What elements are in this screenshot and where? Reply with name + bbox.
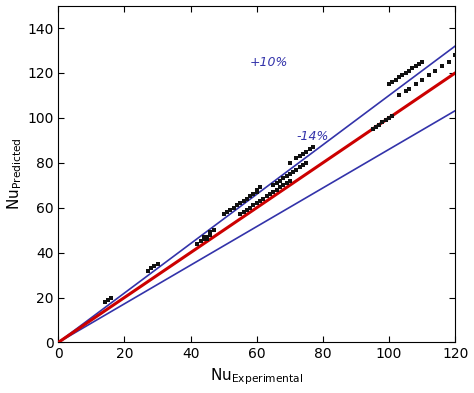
Point: [250, 191, 257, 197]
Point: [250, 202, 257, 209]
Point: [395, 92, 403, 99]
Point: [296, 164, 303, 171]
Point: [399, 72, 406, 78]
Point: [292, 166, 300, 173]
Point: [273, 180, 281, 186]
Point: [289, 169, 297, 175]
Point: [237, 211, 244, 218]
Point: [392, 77, 400, 83]
Point: [382, 117, 390, 123]
Point: [203, 234, 211, 240]
Point: [253, 187, 261, 193]
Point: [147, 265, 155, 272]
Point: [240, 209, 247, 215]
Point: [270, 189, 277, 195]
Point: [438, 63, 446, 69]
Point: [283, 173, 291, 179]
Point: [385, 115, 393, 121]
Text: -14%: -14%: [296, 130, 329, 143]
Point: [286, 178, 293, 184]
Point: [101, 299, 109, 305]
Point: [203, 236, 211, 242]
Point: [375, 121, 383, 128]
Point: [207, 231, 214, 238]
Point: [372, 124, 380, 130]
Point: [266, 191, 274, 197]
Point: [104, 297, 112, 303]
Point: [246, 204, 254, 211]
Point: [227, 207, 234, 213]
Point: [200, 234, 208, 240]
Point: [256, 184, 264, 191]
Point: [108, 294, 115, 301]
Point: [280, 182, 287, 188]
Point: [306, 146, 313, 152]
Point: [270, 182, 277, 188]
Text: +10%: +10%: [250, 56, 289, 69]
Point: [379, 119, 386, 125]
Point: [246, 193, 254, 200]
Point: [296, 153, 303, 159]
Point: [412, 81, 419, 87]
Point: [389, 79, 396, 85]
Point: [405, 68, 413, 74]
Point: [385, 81, 393, 87]
Point: [237, 200, 244, 206]
Point: [419, 59, 426, 65]
Point: [415, 61, 423, 67]
Point: [193, 241, 201, 247]
Point: [263, 193, 271, 200]
Point: [369, 126, 376, 132]
Point: [283, 180, 291, 186]
Point: [302, 160, 310, 166]
Point: [292, 155, 300, 162]
Point: [233, 202, 241, 209]
Point: [200, 236, 208, 242]
Point: [402, 70, 410, 76]
Point: [432, 68, 439, 74]
Point: [412, 63, 419, 69]
Point: [309, 144, 317, 150]
Point: [302, 149, 310, 155]
Point: [243, 207, 251, 213]
Point: [150, 263, 158, 269]
Point: [210, 227, 218, 233]
Point: [276, 178, 284, 184]
Point: [405, 86, 413, 92]
Point: [253, 189, 261, 195]
Point: [395, 74, 403, 81]
Point: [425, 72, 433, 78]
Point: [154, 261, 161, 267]
Point: [299, 162, 307, 168]
Point: [451, 52, 459, 58]
Point: [256, 198, 264, 204]
Y-axis label: $\mathrm{Nu}_{\mathrm{Predicted}}$: $\mathrm{Nu}_{\mathrm{Predicted}}$: [6, 138, 24, 210]
Point: [419, 77, 426, 83]
Point: [286, 171, 293, 177]
Point: [220, 211, 228, 218]
Point: [230, 204, 237, 211]
Point: [445, 59, 452, 65]
Point: [253, 200, 261, 206]
Point: [197, 238, 204, 244]
Point: [389, 112, 396, 119]
Point: [240, 198, 247, 204]
Point: [207, 229, 214, 235]
Point: [243, 196, 251, 202]
Point: [223, 209, 231, 215]
Point: [286, 160, 293, 166]
Point: [144, 267, 151, 274]
Point: [276, 184, 284, 191]
Point: [409, 65, 416, 72]
Point: [260, 196, 267, 202]
X-axis label: $\mathrm{Nu}_{\mathrm{Experimental}}$: $\mathrm{Nu}_{\mathrm{Experimental}}$: [210, 367, 303, 387]
Point: [273, 187, 281, 193]
Point: [402, 88, 410, 94]
Point: [299, 151, 307, 157]
Point: [280, 175, 287, 182]
